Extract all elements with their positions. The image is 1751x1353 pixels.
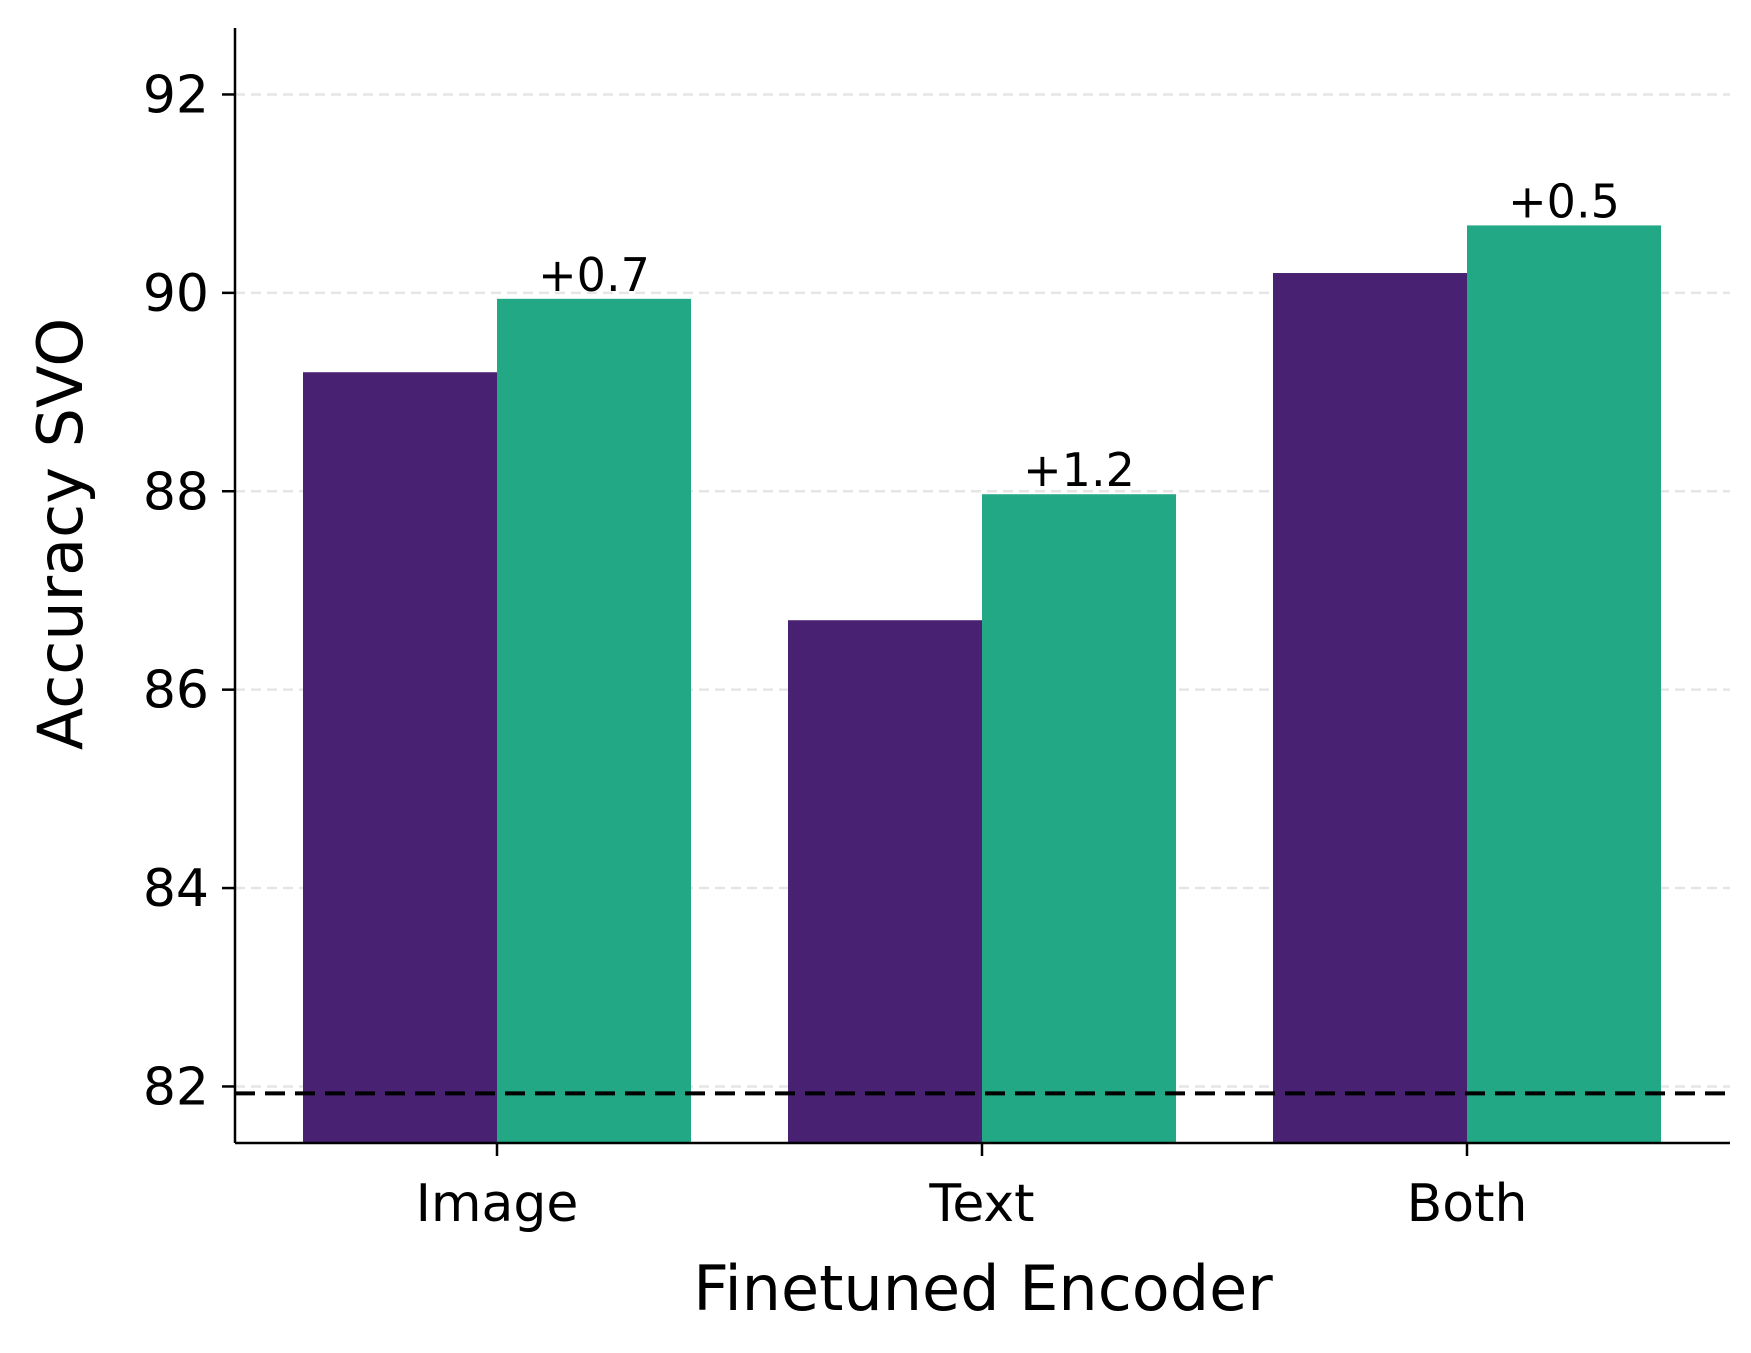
y-tick-label: 82	[143, 1057, 209, 1117]
x-tick-label: Both	[1407, 1174, 1528, 1234]
x-tick-label: Image	[416, 1174, 579, 1234]
y-tick-label: 88	[143, 462, 209, 522]
y-tick-label: 84	[143, 859, 209, 919]
bar-image-series-2	[497, 298, 691, 1143]
x-tick-label: Text	[928, 1174, 1034, 1234]
y-tick-label: 86	[143, 661, 209, 721]
bar-data-label: +1.2	[1023, 443, 1135, 497]
labels: 82 84 86 88 90 92 +0.7 Image +1.2 Text +0.5 Both	[143, 65, 1620, 1234]
bar-both-series-1	[1273, 273, 1467, 1144]
y-tick-label: 92	[143, 65, 209, 125]
y-axis-label: Accuracy SVO	[24, 318, 97, 750]
bar-data-label: +0.7	[538, 248, 650, 302]
bar-both-series-2	[1467, 225, 1661, 1143]
bar-data-label: +0.5	[1508, 174, 1620, 228]
y-tick-label: 90	[143, 264, 209, 324]
axes	[222, 28, 1730, 1156]
x-axis-label: Finetuned Encoder	[693, 1252, 1273, 1325]
bars	[303, 225, 1661, 1144]
bar-text-series-1	[788, 620, 982, 1143]
bar-image-series-1	[303, 372, 497, 1143]
bar-text-series-2	[982, 494, 1176, 1143]
